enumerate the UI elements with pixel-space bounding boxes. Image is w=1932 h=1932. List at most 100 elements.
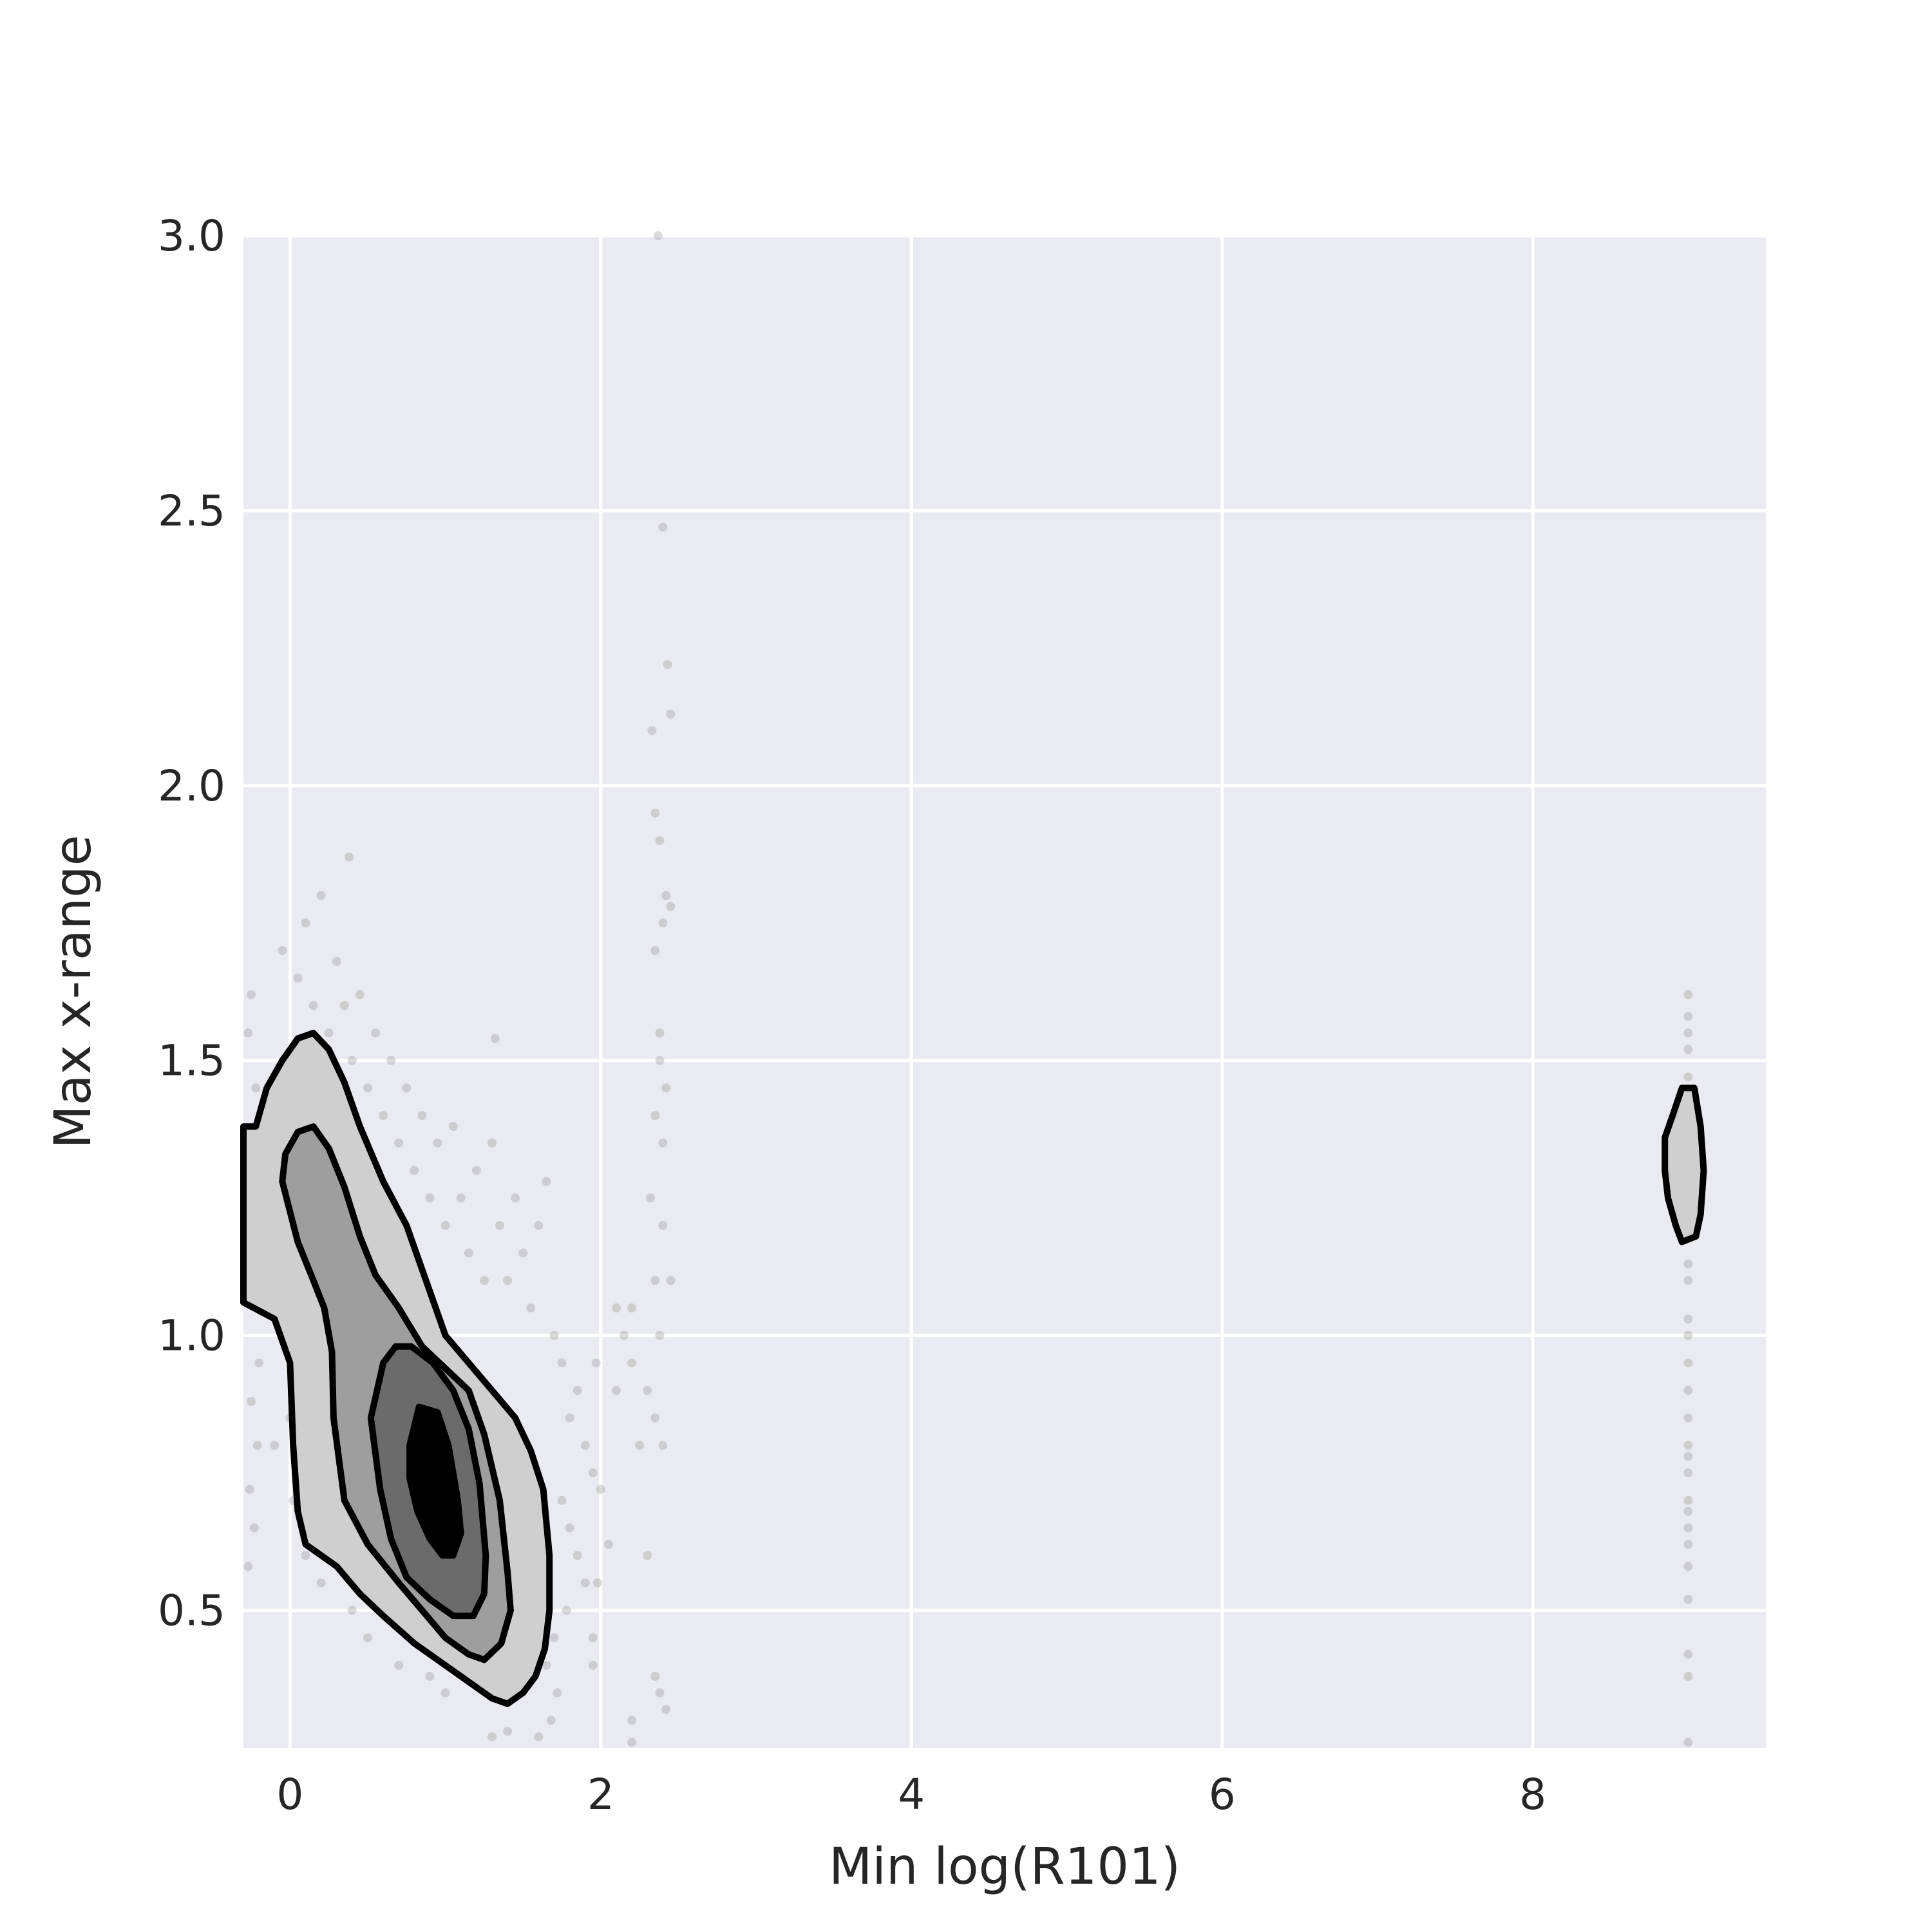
scatter-point-35 (456, 1193, 466, 1203)
scatter-point-44 (518, 1248, 528, 1258)
scatter-point-67 (425, 1672, 435, 1681)
scatter-point-105 (655, 1056, 665, 1065)
scatter-point-25 (379, 1111, 388, 1121)
scatter-point-66 (440, 1688, 450, 1698)
scatter-point-70 (347, 1605, 357, 1615)
scatter-point-144 (1683, 1649, 1693, 1659)
scatter-point-119 (654, 231, 663, 240)
scatter-point-121 (1683, 1012, 1693, 1021)
contour-level-1-4 (1662, 1084, 1707, 1245)
scatter-point-78 (596, 1484, 605, 1494)
scatter-point-65 (487, 1732, 497, 1741)
scatter-point-53 (588, 1468, 598, 1478)
scatter-point-130 (1683, 1314, 1693, 1324)
scatter-point-20 (345, 852, 354, 862)
scatter-point-71 (316, 1578, 326, 1587)
y-tick-label-4: 2.5 (158, 486, 225, 536)
scatter-point-92 (646, 1193, 656, 1203)
scatter-point-97 (643, 1386, 652, 1396)
scatter-point-16 (316, 891, 326, 900)
scatter-point-118 (658, 522, 668, 532)
x-tick-label-1: 2 (587, 1770, 614, 1819)
scatter-point-41 (495, 1220, 505, 1230)
scatter-point-21 (347, 1056, 357, 1065)
grid-lines (243, 234, 1766, 1748)
scatter-point-14 (301, 918, 310, 928)
scatter-point-47 (542, 1177, 551, 1186)
scatter-point-101 (650, 1672, 660, 1681)
scatter-point-22 (355, 990, 365, 999)
scatter-point-60 (542, 1660, 551, 1670)
scatter-point-120 (1683, 990, 1693, 999)
scatter-point-139 (1683, 1506, 1693, 1516)
scatter-point-117 (663, 659, 672, 669)
scatter-point-62 (546, 1716, 556, 1725)
scatter-point-108 (655, 1028, 665, 1038)
scatter-point-91 (627, 1738, 637, 1747)
scatter-point-113 (650, 808, 660, 818)
scatter-point-85 (620, 1331, 629, 1340)
scatter-point-95 (658, 1220, 668, 1230)
x-tick-label-4: 8 (1519, 1770, 1546, 1819)
scatter-point-100 (643, 1551, 652, 1560)
scatter-point-49 (557, 1358, 567, 1368)
y-axis-label: Max x-range (44, 835, 102, 1148)
scatter-point-40 (490, 1034, 500, 1043)
scatter-point-102 (655, 1688, 665, 1698)
scatter-point-140 (1683, 1523, 1693, 1533)
scatter-point-116 (666, 709, 676, 719)
scatter-point-10 (243, 1562, 253, 1571)
scatter-point-8 (245, 1484, 254, 1494)
scatter-point-103 (661, 1705, 671, 1714)
scatter-point-68 (394, 1660, 404, 1670)
scatter-point-46 (534, 1220, 544, 1230)
scatter-point-94 (655, 1331, 665, 1340)
scatter-point-136 (1683, 1452, 1693, 1461)
scatter-point-19 (339, 1001, 349, 1010)
y-tick-label-0: 0.5 (158, 1586, 225, 1636)
x-tick-label-0: 0 (276, 1770, 303, 1819)
kde-contours (240, 1030, 1707, 1707)
scatter-point-24 (371, 1028, 381, 1038)
scatter-point-133 (1683, 1386, 1693, 1396)
scatter-point-132 (1683, 1358, 1693, 1368)
scatter-point-12 (278, 945, 287, 955)
scatter-point-45 (526, 1303, 536, 1312)
scatter-point-109 (650, 945, 660, 955)
y-tick-label-5: 3.0 (158, 211, 225, 261)
scatter-point-56 (573, 1551, 582, 1560)
scatter-point-99 (658, 1441, 668, 1450)
scatter-point-15 (308, 1001, 318, 1010)
scatter-point-104 (650, 1111, 660, 1121)
scatter-point-58 (562, 1605, 571, 1615)
scatter-point-81 (592, 1578, 602, 1587)
scatter-point-106 (658, 1138, 668, 1148)
x-tick-label-3: 6 (1209, 1770, 1236, 1819)
scatter-point-129 (1683, 1276, 1693, 1285)
scatter-point-63 (534, 1732, 544, 1741)
scatter-point-111 (666, 902, 676, 911)
x-tick-labels: 0 2 4 6 8 (276, 1770, 1546, 1819)
scatter-point-115 (647, 726, 657, 735)
scatter-point-55 (565, 1523, 574, 1533)
scatter-point-42 (503, 1276, 513, 1285)
scatter-point-69 (363, 1633, 372, 1643)
scatter-point-143 (1683, 1595, 1693, 1604)
contour-level-4-3 (406, 1403, 464, 1559)
scatter-point-1 (243, 1028, 253, 1038)
scatter-point-141 (1683, 1540, 1693, 1549)
scatter-point-30 (417, 1111, 427, 1121)
scatter-point-7 (252, 1441, 262, 1450)
scatter-point-48 (549, 1331, 559, 1340)
scatter-point-122 (1683, 1028, 1693, 1038)
scatter-point-72 (301, 1551, 310, 1560)
scatter-point-123 (1683, 1045, 1693, 1054)
scatter-point-110 (658, 918, 668, 928)
scatter-point-96 (666, 1276, 676, 1285)
scatter-point-131 (1683, 1331, 1693, 1340)
scatter-point-51 (573, 1386, 582, 1396)
scatter-point-134 (1683, 1413, 1693, 1423)
scatter-point-146 (1683, 1738, 1693, 1747)
scatter-point-50 (565, 1413, 574, 1423)
scatter-point-135 (1683, 1441, 1693, 1450)
